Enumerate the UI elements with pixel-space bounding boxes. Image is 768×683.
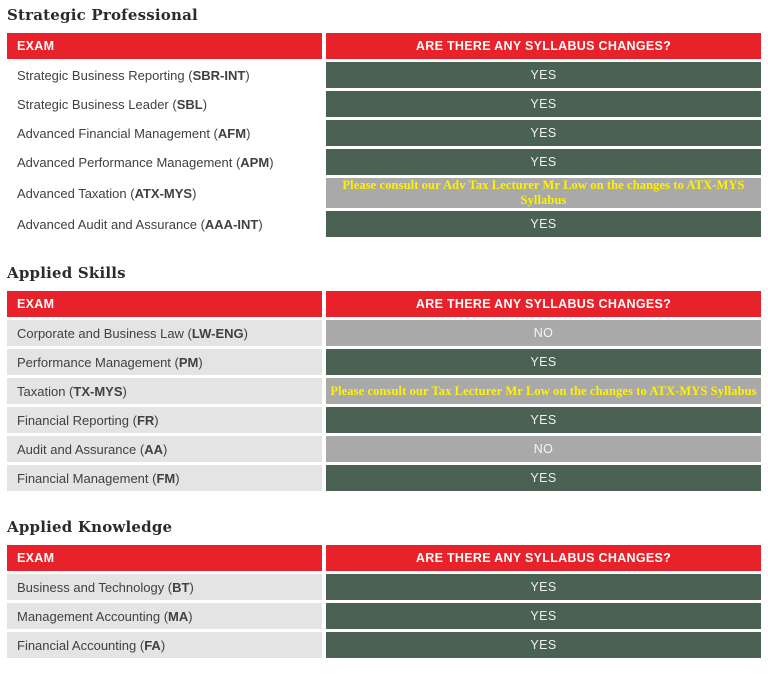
exam-name: Management Accounting (MA) [7, 603, 322, 629]
table-row: Advanced Taxation (ATX-MYS) Please consu… [7, 178, 761, 208]
section-applied-skills: Applied Skills EXAM ARE THERE ANY SYLLAB… [3, 264, 765, 494]
table-row: Advanced Performance Management (APM) YE… [7, 149, 761, 175]
table-row: Financial Reporting (FR) YES [7, 407, 761, 433]
column-header-syllabus-changes: ARE THERE ANY SYLLABUS CHANGES? [326, 33, 761, 59]
table-header-row: EXAM ARE THERE ANY SYLLABUS CHANGES? [7, 33, 761, 59]
answer-cell: YES [326, 211, 761, 237]
table-row: Taxation (TX-MYS) Please consult our Tax… [7, 378, 761, 404]
exam-name: Strategic Business Reporting (SBR-INT) [17, 67, 250, 83]
exam-name: Financial Reporting (FR) [7, 407, 322, 433]
exam-code: MA [168, 608, 189, 624]
exam-name: Strategic Business Leader (SBL) [17, 96, 208, 112]
exam-code: SBL [176, 96, 203, 112]
exam-code: TX-MYS [73, 383, 123, 399]
exam-name: Financial Accounting (FA) [7, 632, 322, 658]
exam-name: Corporate and Business Law (LW-ENG) [7, 320, 322, 346]
exam-code: FR [136, 412, 155, 428]
exam-code: AFM [217, 125, 247, 141]
exam-name: Advanced Performance Management (APM) [17, 154, 274, 170]
table-row: Financial Accounting (FA) YES [7, 632, 761, 658]
table-header-row: EXAM ARE THERE ANY SYLLABUS CHANGES? [7, 545, 761, 571]
exam-name: Performance Management (PM) [7, 349, 322, 375]
table-row: Strategic Business Leader (SBL) YES [7, 91, 761, 117]
answer-note-cell: Please consult our Adv Tax Lecturer Mr L… [326, 178, 761, 208]
applied-skills-table: EXAM ARE THERE ANY SYLLABUS CHANGES? Cor… [3, 288, 765, 494]
column-header-exam: EXAM [7, 291, 322, 317]
section-title: Applied Skills [7, 264, 126, 282]
table-row: Business and Technology (BT) YES [7, 574, 761, 600]
exam-name: Advanced Financial Management (AFM) [17, 125, 251, 141]
section-applied-knowledge: Applied Knowledge EXAM ARE THERE ANY SYL… [3, 518, 765, 661]
answer-cell: NO [326, 320, 761, 346]
table-header-row: EXAM ARE THERE ANY SYLLABUS CHANGES? [7, 291, 761, 317]
table-row: Strategic Business Reporting (SBR-INT) Y… [7, 62, 761, 88]
table-row: Audit and Assurance (AA) NO [7, 436, 761, 462]
applied-knowledge-table: EXAM ARE THERE ANY SYLLABUS CHANGES? Bus… [3, 542, 765, 661]
exam-code: LW-ENG [191, 325, 244, 341]
exam-code: AA [144, 441, 163, 457]
exam-code: ATX-MYS [134, 185, 193, 201]
section-title: Strategic Professional [7, 6, 198, 24]
answer-note-cell: Please consult our Tax Lecturer Mr Low o… [326, 378, 761, 404]
exam-code: FA [144, 637, 161, 653]
answer-cell: YES [326, 632, 761, 658]
answer-cell: YES [326, 120, 761, 146]
answer-cell: YES [326, 62, 761, 88]
table-row: Financial Management (FM) YES [7, 465, 761, 491]
exam-code: FM [156, 470, 176, 486]
answer-cell: YES [326, 91, 761, 117]
answer-cell: YES [326, 574, 761, 600]
column-header-exam: EXAM [7, 33, 322, 59]
table-row: Management Accounting (MA) YES [7, 603, 761, 629]
exam-name: Advanced Audit and Assurance (AAA-INT) [17, 216, 263, 232]
syllabus-changes-page: Strategic Professional EXAM ARE THERE AN… [3, 6, 765, 661]
section-strategic-professional: Strategic Professional EXAM ARE THERE AN… [3, 6, 765, 240]
section-title: Applied Knowledge [7, 518, 173, 536]
strategic-professional-table: EXAM ARE THERE ANY SYLLABUS CHANGES? Str… [3, 30, 765, 240]
column-header-exam: EXAM [7, 545, 322, 571]
exam-code: PM [178, 354, 199, 370]
table-row: Advanced Audit and Assurance (AAA-INT) Y… [7, 211, 761, 237]
answer-cell: YES [326, 465, 761, 491]
exam-name: Advanced Taxation (ATX-MYS) [17, 185, 197, 201]
table-row: Advanced Financial Management (AFM) YES [7, 120, 761, 146]
exam-name: Business and Technology (BT) [7, 574, 322, 600]
table-row: Performance Management (PM) YES [7, 349, 761, 375]
column-header-syllabus-changes: ARE THERE ANY SYLLABUS CHANGES? [326, 545, 761, 571]
column-header-syllabus-changes: ARE THERE ANY SYLLABUS CHANGES? [326, 291, 761, 317]
answer-cell: YES [326, 149, 761, 175]
answer-cell: YES [326, 407, 761, 433]
table-row: Corporate and Business Law (LW-ENG) NO [7, 320, 761, 346]
exam-code: SBR-INT [192, 67, 246, 83]
answer-cell: NO [326, 436, 761, 462]
exam-name: Financial Management (FM) [7, 465, 322, 491]
exam-code: AAA-INT [204, 216, 259, 232]
answer-cell: YES [326, 349, 761, 375]
exam-code: APM [240, 154, 270, 170]
answer-cell: YES [326, 603, 761, 629]
exam-code: BT [172, 579, 190, 595]
exam-name: Taxation (TX-MYS) [7, 378, 322, 404]
exam-name: Audit and Assurance (AA) [7, 436, 322, 462]
